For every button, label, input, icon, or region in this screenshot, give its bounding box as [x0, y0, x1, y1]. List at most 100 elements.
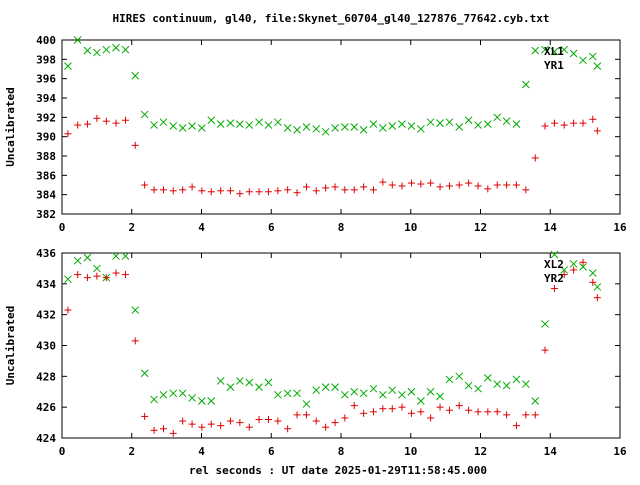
data-point — [102, 117, 110, 125]
data-point — [112, 252, 120, 260]
data-point — [179, 417, 187, 425]
data-point — [188, 394, 196, 402]
data-point — [359, 389, 368, 398]
x-tick-label: 16 — [613, 221, 627, 234]
data-point — [283, 389, 292, 398]
data-point — [398, 182, 406, 190]
data-point — [274, 390, 282, 399]
data-point — [226, 119, 235, 127]
data-point — [312, 386, 321, 395]
data-point — [407, 387, 416, 396]
data-point — [188, 420, 196, 428]
data-point — [579, 56, 587, 65]
data-point — [150, 186, 158, 194]
data-point — [464, 381, 473, 390]
data-point — [436, 183, 444, 191]
data-point — [579, 258, 587, 266]
data-point — [169, 122, 178, 130]
data-point — [312, 125, 321, 133]
data-point — [570, 119, 578, 127]
data-point — [427, 414, 435, 422]
data-point — [255, 383, 263, 391]
x-tick-label: 14 — [544, 445, 558, 458]
x-tick-label: 12 — [474, 221, 487, 234]
data-point — [369, 120, 378, 128]
data-point — [426, 118, 435, 127]
plot-frame — [61, 252, 621, 439]
x-tick-label: 12 — [474, 445, 487, 458]
data-point — [455, 402, 463, 410]
data-point — [121, 252, 130, 260]
data-point — [502, 381, 511, 390]
data-point — [360, 183, 368, 191]
plot-frame — [61, 39, 621, 215]
data-point — [522, 411, 530, 419]
data-point — [398, 120, 406, 128]
data-point — [426, 387, 435, 396]
data-point — [483, 120, 492, 128]
data-point — [207, 116, 216, 125]
data-point — [484, 185, 492, 193]
data-point — [589, 115, 597, 123]
y-tick-label: 432 — [36, 309, 56, 322]
x-tick-label: 2 — [128, 445, 135, 458]
data-point — [293, 389, 301, 398]
legend-label: YR1 — [544, 59, 564, 72]
data-point — [378, 124, 387, 132]
data-point — [436, 119, 444, 127]
x-tick-label: 14 — [544, 221, 558, 234]
x-tick-label: 2 — [128, 221, 135, 234]
data-point — [150, 395, 158, 404]
x-tick-label: 16 — [613, 445, 627, 458]
data-point — [112, 119, 120, 127]
data-point — [493, 380, 502, 388]
data-point — [550, 284, 558, 292]
data-point — [407, 409, 415, 417]
data-point — [369, 384, 378, 393]
data-point — [226, 383, 235, 391]
data-point — [312, 187, 320, 195]
data-point — [322, 184, 330, 192]
data-point — [588, 52, 597, 61]
data-point — [398, 390, 406, 399]
y-tick-label: 388 — [36, 150, 56, 163]
series-xl2 — [64, 250, 602, 408]
data-point — [74, 271, 82, 279]
data-point — [150, 426, 158, 434]
data-point — [264, 416, 272, 423]
data-point — [255, 416, 263, 423]
data-point — [331, 124, 339, 132]
data-point — [455, 181, 463, 189]
x-tick-label: 4 — [198, 221, 205, 234]
data-point — [378, 390, 387, 399]
data-point — [169, 429, 177, 437]
data-point — [512, 181, 520, 189]
data-point — [593, 127, 601, 135]
data-point — [483, 374, 492, 382]
data-point — [512, 375, 521, 384]
x-tick-label: 6 — [268, 221, 275, 234]
data-point — [560, 121, 568, 129]
data-point — [521, 80, 530, 89]
data-point — [188, 122, 196, 130]
data-point — [64, 130, 72, 138]
data-point — [73, 256, 82, 265]
data-point — [569, 49, 578, 58]
y-tick-label: 382 — [36, 208, 56, 221]
data-point — [321, 383, 330, 391]
x-tick-label: 4 — [198, 445, 205, 458]
data-point — [570, 266, 578, 274]
data-point — [226, 417, 234, 425]
data-point — [417, 408, 425, 416]
data-point — [369, 408, 377, 416]
data-point — [445, 182, 453, 190]
data-point — [169, 389, 178, 398]
data-point — [264, 378, 273, 387]
data-point — [264, 121, 273, 129]
data-point — [274, 187, 282, 195]
data-point — [445, 375, 454, 384]
data-point — [359, 126, 368, 134]
data-point — [417, 397, 425, 405]
data-point — [484, 408, 492, 416]
data-point — [417, 125, 425, 133]
